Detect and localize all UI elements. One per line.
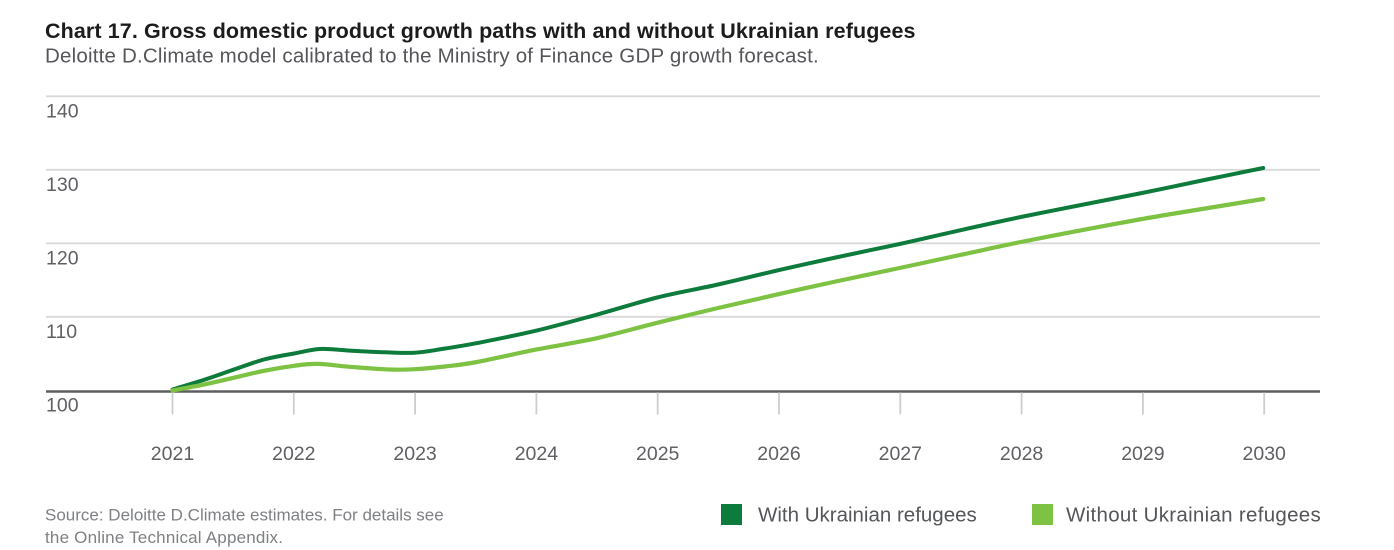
svg-text:Deloitte D.Climate model calib: Deloitte D.Climate model calibrated to t… <box>45 45 819 68</box>
svg-text:2029: 2029 <box>1121 443 1164 465</box>
svg-text:120: 120 <box>46 247 79 269</box>
svg-text:Chart 17. Gross domestic produ: Chart 17. Gross domestic product growth … <box>45 19 916 43</box>
svg-text:2030: 2030 <box>1243 443 1287 465</box>
svg-text:140: 140 <box>46 100 79 122</box>
svg-text:2026: 2026 <box>757 443 800 465</box>
svg-text:Without Ukrainian refugees: Without Ukrainian refugees <box>1066 504 1321 527</box>
svg-text:2022: 2022 <box>272 443 315 465</box>
svg-text:Source: Deloitte D.Climate est: Source: Deloitte D.Climate estimates. Fo… <box>45 506 444 525</box>
svg-text:With Ukrainian refugees: With Ukrainian refugees <box>758 504 977 527</box>
svg-text:130: 130 <box>46 174 79 196</box>
svg-text:2028: 2028 <box>1000 443 1043 465</box>
svg-text:2025: 2025 <box>636 443 680 465</box>
svg-text:2027: 2027 <box>879 443 922 465</box>
svg-text:2021: 2021 <box>151 443 194 465</box>
svg-text:2024: 2024 <box>515 443 559 465</box>
svg-text:2023: 2023 <box>393 443 436 465</box>
svg-text:110: 110 <box>46 321 77 343</box>
svg-text:the Online Technical Appendix.: the Online Technical Appendix. <box>45 528 283 547</box>
svg-text:100: 100 <box>46 394 79 416</box>
